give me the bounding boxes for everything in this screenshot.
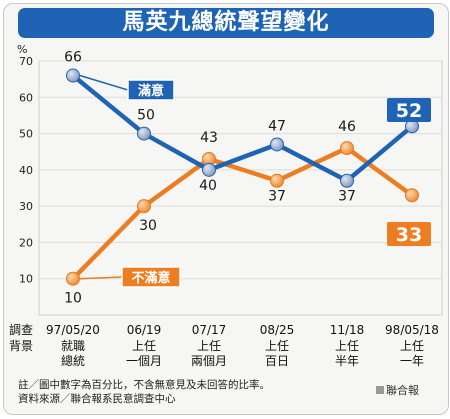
svg-text:不滿意: 不滿意 — [131, 270, 170, 286]
title-bar: 馬英九總統聲望變化 — [18, 8, 434, 38]
leader-line — [79, 74, 129, 91]
y-tick-label: 20 — [19, 236, 33, 249]
data-point-dissatisfied — [270, 173, 284, 188]
x-tick-label: 08/25 — [260, 323, 295, 337]
svg-text:滿意: 滿意 — [138, 83, 164, 99]
x-tick-label: 98/05/18 — [385, 323, 439, 337]
y-tick-label: 60 — [19, 91, 33, 104]
x-category-label: 上任 — [132, 339, 156, 353]
svg-text:52: 52 — [396, 100, 422, 122]
x-tick-label: 07/17 — [192, 323, 227, 337]
svg-text:33: 33 — [396, 224, 422, 246]
credit-square-icon — [376, 386, 384, 394]
chart-title: 馬英九總統聲望變化 — [122, 10, 330, 35]
data-point-satisfied — [137, 126, 151, 141]
data-point-dissatisfied — [137, 199, 151, 214]
source-note: 資料來源／聯合報系民意調查中心 — [18, 393, 176, 405]
x-tick-label: 11/18 — [330, 323, 365, 337]
legend-label-satisfied: 滿意 — [127, 79, 175, 101]
data-point-dissatisfied — [66, 271, 80, 286]
x-tick-label: 97/05/20 — [46, 323, 100, 337]
credit-text: 聯合報 — [386, 384, 419, 397]
x-category-label: 上任 — [400, 339, 424, 353]
data-label-satisfied: 47 — [268, 118, 286, 134]
data-label-satisfied: 66 — [64, 50, 82, 66]
x-category-label: 就職 — [61, 339, 85, 353]
data-label-satisfied: 40 — [199, 178, 217, 194]
x-category-label: 半年 — [335, 354, 359, 368]
data-point-satisfied — [202, 162, 216, 177]
row-label-background: 背景 — [9, 339, 33, 353]
x-category-label: 一個月 — [126, 354, 162, 368]
line-chart: 10203040506070%97/05/20就職總統06/19上任一個月07/… — [9, 43, 443, 368]
x-category-label: 兩個月 — [191, 354, 227, 368]
data-label-satisfied: 37 — [338, 189, 356, 205]
x-category-label: 百日 — [265, 354, 289, 368]
y-tick-label: 40 — [19, 164, 33, 177]
x-category-label: 上任 — [197, 339, 221, 353]
x-category-label: 上任 — [265, 339, 289, 353]
data-label-dissatisfied: 30 — [139, 218, 157, 234]
x-tick-label: 06/19 — [127, 323, 162, 337]
y-tick-label: 30 — [19, 200, 33, 213]
data-point-satisfied — [66, 68, 80, 83]
data-label-satisfied: 50 — [137, 108, 155, 124]
y-tick-label: 50 — [19, 128, 33, 141]
series-line-dissatisfied — [70, 145, 415, 281]
data-point-dissatisfied — [405, 188, 419, 203]
row-label-survey: 調查 — [9, 323, 33, 337]
x-category-label: 總統 — [61, 353, 85, 368]
data-point-satisfied — [340, 173, 354, 188]
x-category-label: 上任 — [335, 339, 359, 353]
series-line-satisfied — [70, 73, 415, 183]
legend-label-dissatisfied: 不滿意 — [121, 266, 181, 288]
data-label-dissatisfied: 46 — [338, 119, 356, 135]
y-tick-label: 70 — [19, 55, 33, 68]
data-point-dissatisfied — [340, 141, 354, 156]
footnote: 註／圖中數字為百分比，不含無意見及未回答的比率。 — [18, 379, 270, 391]
final-value-dissatisfied: 33 — [387, 222, 431, 246]
chart-frame: 10 20 30 40 50 60 70% 97/05/20 就職 總統 06/19 上任 一個月 07/… — [3, 3, 449, 415]
leader-line — [79, 276, 123, 280]
data-label-dissatisfied: 10 — [64, 291, 82, 307]
data-label-dissatisfied: 43 — [200, 130, 218, 146]
data-label-dissatisfied: 37 — [268, 189, 286, 205]
credit: 聯合報 — [376, 382, 419, 398]
y-axis-label: % — [17, 43, 27, 56]
notes: 註／圖中數字為百分比，不含無意見及未回答的比率。 資料來源／聯合報系民意調查中心 — [18, 378, 270, 406]
final-value-satisfied: 52 — [387, 98, 431, 122]
x-category-label: 一年 — [400, 354, 424, 368]
data-point-satisfied — [270, 137, 284, 152]
y-tick-label: 10 — [19, 273, 33, 286]
